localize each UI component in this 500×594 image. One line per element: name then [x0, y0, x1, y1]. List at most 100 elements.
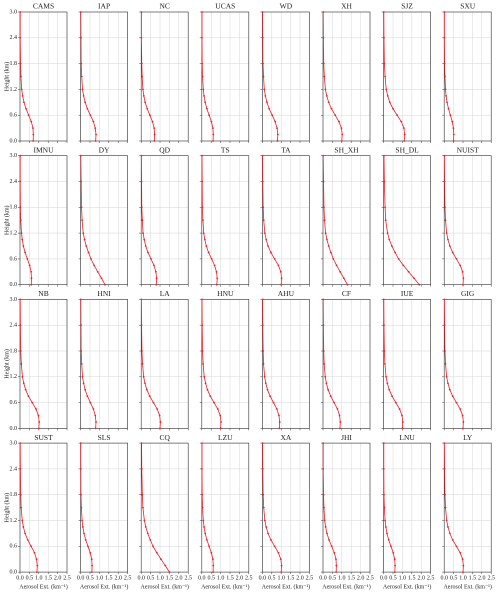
profile-point	[452, 133, 455, 136]
profile-point	[418, 283, 421, 286]
profile-point	[266, 101, 268, 104]
x-axis-label: Aerosol Ext. (km⁻¹)	[383, 583, 431, 590]
y-tick-label: 1.8	[10, 61, 18, 67]
x-axis-label: Aerosol Ext. (km⁻¹)	[201, 583, 249, 590]
profile-point	[210, 551, 213, 554]
profile-point	[203, 94, 205, 97]
profile-point	[393, 571, 396, 573]
profile-point	[144, 526, 147, 528]
y-tick-label: 0.0	[10, 426, 18, 432]
profile-point	[263, 375, 266, 378]
profile-point	[322, 493, 325, 496]
profile-point	[262, 493, 265, 496]
profile-point	[461, 558, 464, 561]
x-tick-label: 2.5	[306, 575, 314, 581]
panel-title: JHI	[341, 433, 352, 442]
plot-frame	[80, 11, 128, 142]
profile-point	[151, 120, 154, 123]
profile-point	[92, 408, 95, 410]
profile-point	[80, 75, 83, 78]
profile-point	[444, 75, 446, 78]
profile-point	[154, 270, 157, 273]
panel-title: CAMS	[33, 2, 54, 11]
profile-point	[20, 88, 23, 91]
profile-point	[267, 532, 269, 535]
profile-point	[100, 277, 103, 280]
profile-point	[92, 120, 95, 123]
profile-point	[82, 94, 85, 97]
y-tick-label: 0.0	[10, 282, 18, 288]
profile-point	[142, 232, 144, 235]
profile-point	[204, 532, 207, 535]
x-tick-label: 2.5	[487, 575, 495, 581]
profile-point	[447, 238, 449, 241]
profile-point	[262, 363, 265, 365]
profile-point	[275, 408, 278, 410]
profile-point	[384, 219, 387, 222]
panel-title: SUST	[34, 433, 53, 442]
profile-point	[383, 350, 386, 352]
profile-point	[390, 545, 392, 548]
profile-point	[79, 442, 82, 444]
profile-point	[462, 564, 465, 567]
profile-point	[329, 251, 332, 254]
panel-title: CF	[342, 289, 351, 298]
x-tick-label: 0.5	[450, 575, 458, 581]
y-tick-label: 0.6	[10, 113, 18, 119]
panel-title: CQ	[159, 433, 170, 442]
profile-point	[383, 36, 385, 39]
profile-point	[82, 232, 85, 235]
profile-point	[339, 270, 342, 273]
profile-point	[153, 127, 156, 129]
x-tick-label: 1.5	[166, 575, 174, 581]
profile-point	[327, 388, 329, 391]
profile-line	[383, 155, 420, 285]
profile-point	[262, 75, 265, 78]
profile-point	[216, 277, 219, 280]
x-tick-label: 0.0	[198, 575, 206, 581]
profile-point	[37, 427, 40, 430]
profile-point	[280, 283, 283, 286]
x-tick-label: 0.0	[77, 575, 85, 581]
profile-point	[140, 468, 143, 470]
plot-frame	[140, 155, 189, 285]
profile-point	[462, 283, 464, 286]
profile-point	[19, 493, 22, 496]
profile-point	[400, 120, 403, 123]
profile-point	[147, 251, 149, 254]
profile-point	[201, 324, 204, 327]
y-tick-label: 2.4	[10, 35, 18, 41]
profile-point	[155, 551, 158, 554]
profile-point	[462, 421, 465, 423]
profile-point	[216, 408, 219, 410]
profile-point	[201, 180, 204, 183]
profile-point	[455, 258, 458, 260]
profile-point	[324, 375, 327, 378]
profile-point	[339, 421, 342, 423]
profile-point	[261, 154, 264, 157]
profile-point	[80, 506, 83, 509]
profile-point	[84, 388, 87, 391]
x-tick-label: 0.0	[16, 575, 24, 581]
profile-point	[459, 551, 462, 554]
profile-point	[323, 206, 325, 209]
profile-point	[19, 350, 22, 352]
panel-title: SH_XH	[334, 145, 359, 154]
x-tick-label: 2.5	[366, 575, 374, 581]
x-tick-label: 1.5	[347, 575, 355, 581]
profile-point	[21, 375, 24, 378]
profile-point	[445, 232, 448, 235]
profile-point	[145, 388, 148, 391]
profile-point	[219, 427, 222, 430]
profile-point	[276, 133, 279, 136]
profile-point	[164, 564, 167, 567]
profile-point	[261, 298, 264, 301]
profile-point	[95, 133, 97, 136]
profile-point	[79, 468, 82, 470]
profile-point	[93, 264, 96, 267]
profile-point	[219, 414, 222, 417]
profile-point	[79, 298, 82, 301]
profile-point	[26, 538, 29, 541]
profile-point	[451, 538, 454, 541]
profile-point	[87, 251, 90, 254]
